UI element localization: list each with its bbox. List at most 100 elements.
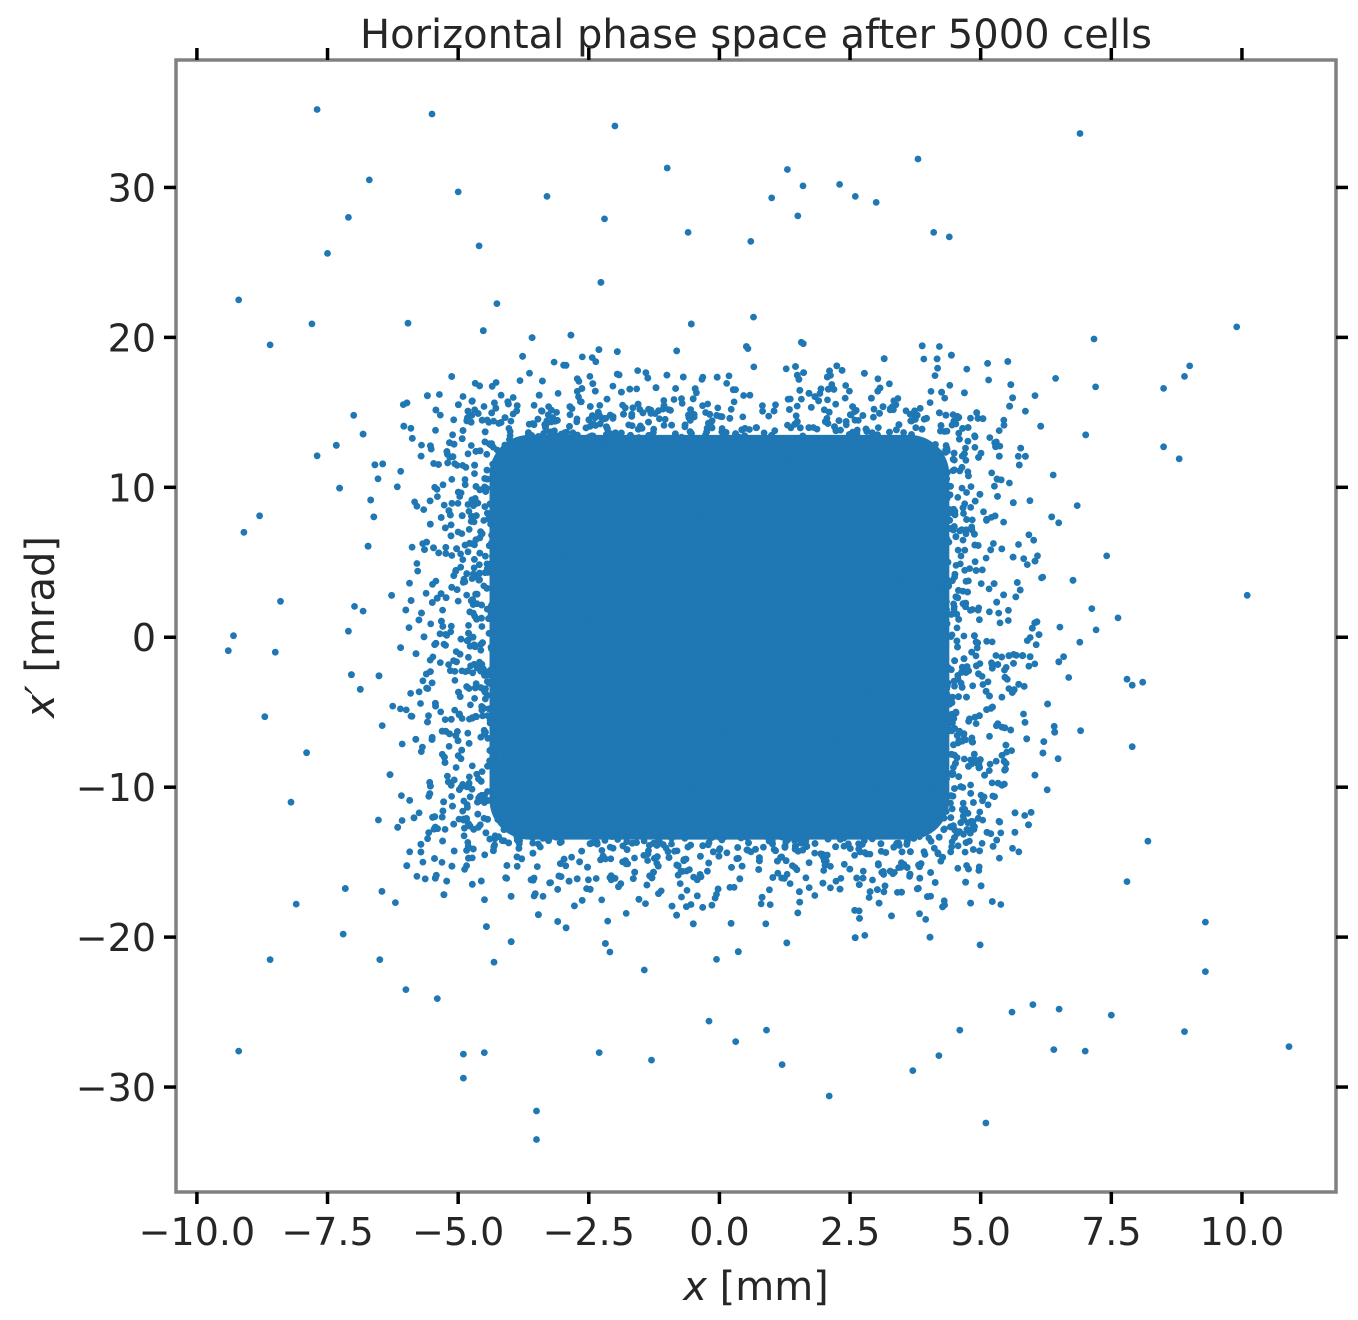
scatter-point [461, 481, 469, 489]
scatter-point [586, 373, 594, 380]
scatter-point [935, 518, 943, 526]
scatter-point [739, 413, 747, 421]
scatter-point [583, 688, 591, 696]
scatter-point [925, 834, 933, 842]
scatter-point [672, 503, 680, 511]
scatter-point [874, 375, 882, 383]
scatter-point [869, 723, 876, 731]
scatter-point [1065, 674, 1073, 681]
scatter-point [808, 643, 815, 651]
scatter-point [736, 459, 744, 467]
scatter-point [1055, 519, 1063, 527]
scatter-point [676, 880, 684, 887]
scatter-point [375, 816, 382, 824]
scatter-point [841, 394, 849, 402]
scatter-point [465, 622, 472, 629]
scatter-point [448, 552, 456, 559]
scatter-point [523, 563, 531, 571]
scatter-point [712, 517, 720, 525]
scatter-point [594, 823, 601, 830]
scatter-point [665, 823, 673, 831]
scatter-point [506, 744, 514, 752]
scatter-point [514, 538, 521, 546]
scatter-point [552, 567, 560, 575]
scatter-point [414, 567, 422, 575]
scatter-point [824, 396, 831, 404]
scatter-point [615, 665, 622, 673]
scatter-point [622, 455, 630, 463]
scatter-point [560, 678, 567, 685]
scatter-point [405, 624, 413, 631]
scatter-point [988, 779, 996, 787]
scatter-point [957, 552, 965, 560]
scatter-point [849, 642, 857, 650]
scatter-point [769, 569, 777, 577]
scatter-point [591, 734, 599, 742]
scatter-point [668, 840, 675, 848]
scatter-point [859, 867, 867, 875]
scatter-point [990, 540, 997, 547]
scatter-point [685, 685, 693, 693]
scatter-point [448, 793, 455, 800]
scatter-point [480, 403, 488, 410]
scatter-point [408, 543, 416, 551]
scatter-point [601, 525, 608, 533]
scatter-point [730, 398, 738, 406]
scatter-point [603, 718, 611, 726]
scatter-point [468, 762, 476, 770]
scatter-point [738, 491, 745, 498]
scatter-point [820, 867, 828, 874]
scatter-point [660, 397, 668, 404]
scatter-point [415, 809, 423, 817]
scatter-point [768, 776, 776, 784]
scatter-point [668, 834, 675, 842]
scatter-point [562, 777, 570, 785]
scatter-point [651, 695, 659, 703]
scatter-point [962, 530, 970, 538]
scatter-point [550, 441, 557, 449]
scatter-point [819, 712, 827, 719]
scatter-point [1032, 641, 1040, 649]
scatter-point [636, 681, 644, 689]
scatter-point [944, 664, 952, 671]
scatter-point [742, 510, 750, 518]
scatter-point [531, 735, 539, 743]
scatter-point [996, 619, 1004, 627]
scatter-point [529, 834, 537, 842]
scatter-point [1006, 479, 1013, 487]
scatter-point [543, 481, 551, 489]
scatter-point [562, 862, 570, 870]
scatter-point [837, 875, 845, 882]
scatter-point [985, 376, 992, 384]
scatter-point [760, 429, 768, 437]
scatter-point [714, 404, 722, 412]
scatter-point [531, 558, 539, 566]
scatter-point [491, 512, 498, 519]
scatter-point [639, 536, 646, 544]
scatter-point [740, 392, 747, 399]
scatter-point [533, 863, 541, 870]
scatter-point [598, 496, 606, 504]
scatter-point [953, 624, 961, 632]
scatter-point [984, 801, 992, 809]
scatter-point [948, 805, 956, 813]
scatter-point [609, 382, 617, 390]
scatter-point [704, 867, 711, 875]
scatter-point [642, 900, 649, 907]
scatter-point [413, 560, 421, 567]
scatter-point [827, 884, 834, 892]
scatter-point [461, 476, 469, 483]
scatter-point [700, 674, 708, 682]
scatter-point [742, 465, 750, 472]
scatter-point [598, 896, 606, 904]
scatter-point [816, 544, 823, 552]
scatter-point [679, 587, 686, 595]
scatter-point [618, 435, 625, 443]
scatter-point [418, 441, 425, 449]
scatter-point [406, 848, 414, 856]
scatter-point [374, 475, 382, 483]
scatter-point [490, 958, 498, 966]
scatter-point [827, 494, 835, 502]
scatter-point [481, 896, 488, 904]
scatter-point [874, 424, 882, 431]
